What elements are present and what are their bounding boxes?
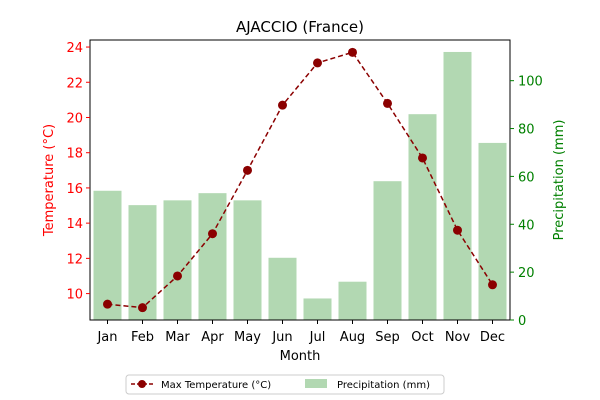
x-axis-title: Month [280, 349, 321, 364]
y-right-tick-label: 0 [518, 314, 526, 329]
y-left-tick-label: 20 [66, 111, 83, 126]
x-tick-label: Jul [309, 330, 326, 345]
y-right-tick-label: 80 [518, 123, 535, 138]
temperature-point [173, 271, 182, 281]
y-left-tick-label: 14 [66, 217, 83, 232]
precipitation-bar [303, 298, 332, 320]
y-left-tick-label: 10 [66, 288, 83, 303]
y-left-tick-label: 18 [66, 147, 83, 162]
x-tick-label: Mar [165, 330, 190, 345]
legend-label-precipitation: Precipitation (mm) [337, 380, 430, 391]
precipitation-bar [443, 51, 472, 320]
y-left-tick-label: 12 [66, 252, 83, 267]
temperature-point [488, 280, 497, 290]
x-tick-label: Dec [480, 330, 505, 345]
x-tick-label: Nov [445, 330, 471, 345]
legend: Max Temperature (°C) Precipitation (mm) [125, 374, 445, 395]
x-tick-label: Oct [411, 330, 433, 345]
x-tick-label: Sep [375, 330, 400, 345]
temperature-point [313, 58, 322, 68]
y-axis-right-title: Precipitation (mm) [552, 120, 567, 241]
temperature-point [138, 303, 147, 313]
legend-marker-swatch [138, 380, 146, 388]
y-left-tick-label: 24 [66, 41, 83, 56]
precipitation-bar [373, 181, 402, 320]
precipitation-bar [93, 190, 122, 320]
precipitation-bar [338, 281, 367, 320]
y-axis-left-title: Temperature (°C) [42, 124, 57, 237]
y-axis-left-ticks: 10 12 14 16 18 20 22 24 [66, 41, 90, 303]
temperature-point [208, 229, 217, 239]
temperature-point [453, 225, 462, 235]
x-tick-label: May [234, 330, 261, 345]
x-tick-label: Jan [96, 330, 117, 345]
y-right-tick-label: 100 [518, 75, 543, 90]
x-axis-ticks: Jan Feb Mar Apr May Jun Jul Aug Sep Oct Nov Dec [96, 320, 505, 345]
y-left-tick-label: 16 [66, 182, 83, 197]
temperature-point [418, 153, 427, 163]
temperature-point [383, 98, 392, 108]
y-left-tick-label: 22 [66, 76, 83, 91]
x-tick-label: Feb [131, 330, 154, 345]
x-tick-label: Apr [201, 330, 224, 345]
precipitation-bar [268, 257, 297, 320]
precipitation-bars [93, 51, 507, 320]
precipitation-bar [233, 200, 262, 320]
temperature-line [103, 47, 497, 313]
temperature-point [243, 165, 252, 175]
x-tick-label: Jun [271, 330, 292, 345]
temperature-point [348, 47, 357, 57]
legend-label-temperature: Max Temperature (°C) [161, 380, 271, 391]
legend-box [125, 374, 445, 395]
temperature-series-line [107, 51, 494, 309]
y-axis-right-ticks: 0 20 40 60 80 100 [510, 75, 543, 329]
precipitation-bar [163, 200, 192, 320]
x-tick-label: Aug [340, 330, 365, 345]
plot-area [90, 40, 510, 320]
plot-frame [89, 39, 511, 321]
precipitation-bar [478, 142, 507, 320]
y-right-tick-label: 20 [518, 266, 535, 281]
precipitation-bar [198, 193, 227, 320]
precipitation-bar [128, 205, 157, 320]
legend-bar-swatch [305, 379, 327, 388]
precipitation-bar [408, 114, 437, 320]
y-right-tick-label: 60 [518, 170, 535, 185]
chart-title: AJACCIO (France) [236, 18, 364, 36]
y-right-tick-label: 40 [518, 218, 535, 233]
temperature-point [103, 299, 112, 309]
temperature-point [278, 100, 287, 110]
